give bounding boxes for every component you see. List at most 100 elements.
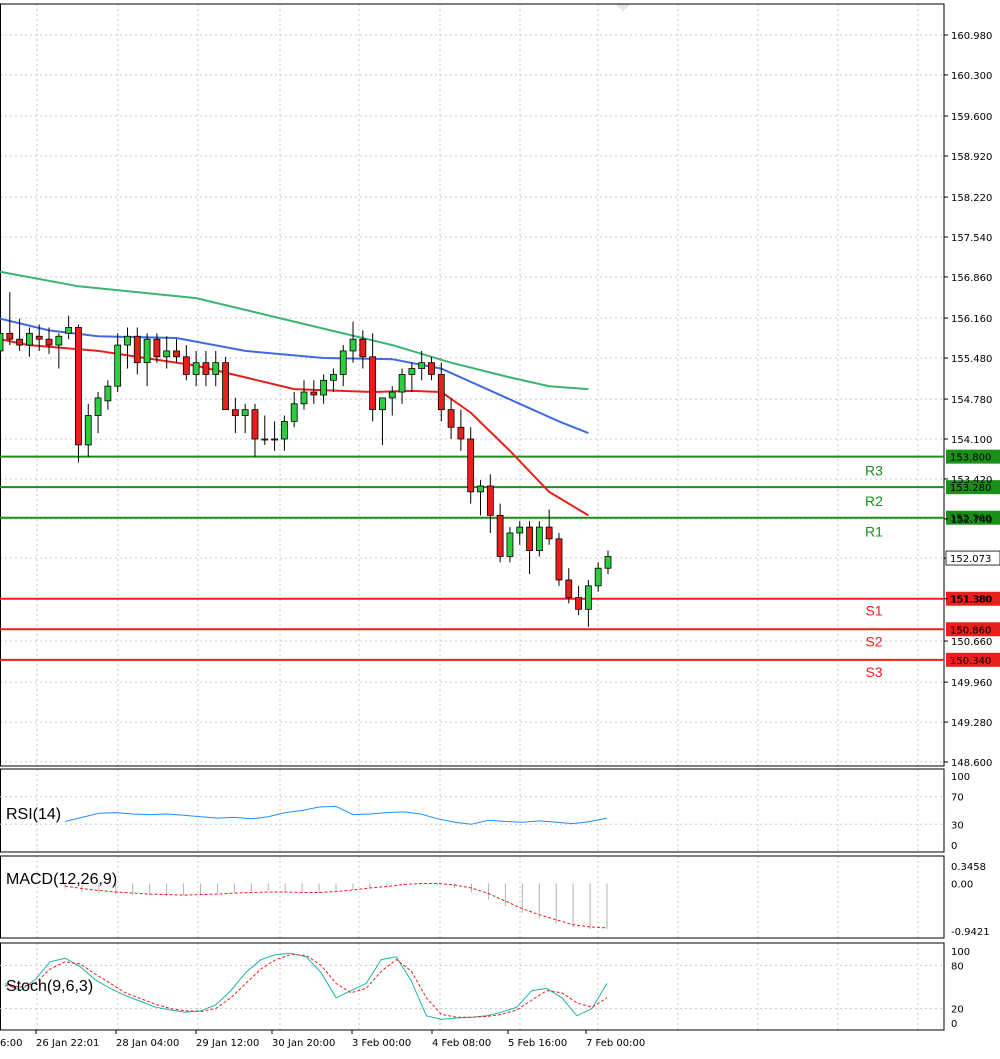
candle-body — [320, 379, 328, 396]
price-tick-label: 158.920 — [951, 152, 992, 163]
candle-body — [65, 327, 73, 334]
panel-frame — [0, 942, 945, 1031]
ma-mid-line — [0, 317, 589, 435]
level-price-label: 153.280 — [950, 483, 991, 494]
candle-body — [398, 374, 406, 393]
level-price-label: 150.860 — [950, 625, 991, 636]
candle-body — [104, 385, 112, 402]
candle-body — [310, 391, 318, 396]
candle-body — [418, 362, 426, 369]
candle-body — [575, 597, 582, 610]
candle-body — [359, 338, 367, 358]
level-price-tag — [946, 591, 1000, 606]
level-label-s2: S2 — [865, 633, 882, 649]
candle-body — [114, 344, 122, 387]
current-price-label: 152.073 — [950, 554, 991, 565]
candle-body — [447, 409, 455, 428]
candle-body — [0, 332, 4, 352]
candle-body — [565, 579, 573, 598]
candle-body — [457, 426, 465, 440]
price-tick-label: 149.960 — [951, 678, 992, 689]
macd-signal-line — [64, 883, 608, 929]
panel-frames — [0, 3, 945, 1031]
candle-body — [84, 415, 92, 446]
price-tick-label: 156.160 — [951, 314, 992, 325]
rsi-tick-label: 70 — [951, 793, 964, 804]
price-tick-label: 154.780 — [951, 395, 992, 406]
candle-body — [94, 397, 102, 416]
candle-body — [349, 338, 357, 352]
candles — [0, 292, 612, 627]
axes: 153.800 153.280 152.760 151.380 150.860 150.3… — [0, 31, 1000, 1049]
ma-slow-line — [0, 270, 589, 391]
candle-body — [222, 362, 229, 411]
stoch-label: Stoch(9,6,3) — [6, 978, 93, 995]
time-label: 29 Jan 12:00 — [196, 1038, 259, 1049]
price-tick-label: 150.660 — [951, 637, 992, 648]
price-tick-label: 155.480 — [951, 354, 992, 365]
time-label: 6:00 — [0, 1038, 22, 1049]
price-tick-label: 160.300 — [951, 71, 992, 82]
time-label: 7 Feb 00:00 — [586, 1038, 645, 1049]
candle-body — [506, 532, 514, 557]
candle-body — [16, 338, 24, 346]
level-price-tag — [946, 449, 1000, 464]
macd-tick-label: -0.9421 — [951, 927, 990, 938]
candle-body — [163, 350, 171, 358]
price-tick-label: 158.220 — [951, 193, 992, 204]
candle-body — [467, 438, 475, 493]
time-label: 5 Feb 16:00 — [508, 1038, 567, 1049]
candle-body — [477, 485, 484, 493]
macd-label: MACD(12,26,9) — [6, 871, 117, 888]
level-price-label: 150.340 — [950, 656, 991, 667]
candle-body — [339, 350, 347, 375]
level-label-s1: S1 — [865, 603, 882, 619]
candle-body — [604, 556, 612, 569]
level-price-tag — [946, 480, 1000, 495]
level-price-label: 153.800 — [950, 453, 991, 464]
rsi-line — [64, 805, 608, 825]
candle-body — [516, 526, 524, 534]
macd-panel: MACD(12,26,9) 0.3458 0.00 -0.9421 — [6, 862, 990, 938]
macd-tick-label: 0.3458 — [951, 862, 986, 873]
rsi-tick-label: 0 — [951, 841, 957, 852]
candle-body — [75, 327, 82, 446]
level-price-label: 152.760 — [950, 514, 991, 525]
candle-body — [555, 538, 563, 581]
candle-body — [330, 374, 337, 381]
panel-frame — [0, 768, 945, 853]
time-label: 26 Jan 22:01 — [36, 1038, 99, 1049]
candle-body — [202, 362, 210, 375]
stoch-tick-label: 80 — [951, 961, 964, 972]
grid — [0, 4, 944, 1030]
candle-body — [133, 335, 141, 364]
level-price-label: 151.380 — [950, 595, 991, 606]
time-label: 4 Feb 08:00 — [432, 1038, 491, 1049]
stoch-k-line — [4, 952, 608, 1020]
candle-body — [231, 409, 239, 416]
price-tick-label: 151.380 — [951, 595, 992, 606]
candle-body — [290, 403, 298, 422]
candle-body — [486, 485, 494, 516]
candle-body — [379, 397, 386, 411]
candle-body — [300, 391, 308, 405]
candle-body — [192, 362, 200, 375]
price-tick-label: 156.860 — [951, 273, 992, 284]
scroll-marker-icon[interactable] — [616, 4, 630, 12]
current-price-tag — [945, 550, 1000, 566]
price-tick-label: 153.420 — [951, 475, 992, 486]
price-tick-label: 157.540 — [951, 233, 992, 244]
level-price-tag — [946, 622, 1000, 637]
rsi-label: RSI(14) — [6, 806, 61, 823]
candle-body — [153, 338, 161, 358]
rsi-panel: RSI(14) 100 70 30 0 — [0, 772, 970, 852]
candle-body — [496, 514, 504, 557]
stoch-tick-label: 20 — [951, 1005, 964, 1016]
price-tick-label: 154.100 — [951, 435, 992, 446]
candle-body — [143, 338, 151, 364]
candle-body — [584, 585, 592, 610]
level-price-tag — [946, 510, 1000, 525]
panel-frame — [0, 3, 945, 767]
level-price-tag — [946, 652, 1000, 667]
